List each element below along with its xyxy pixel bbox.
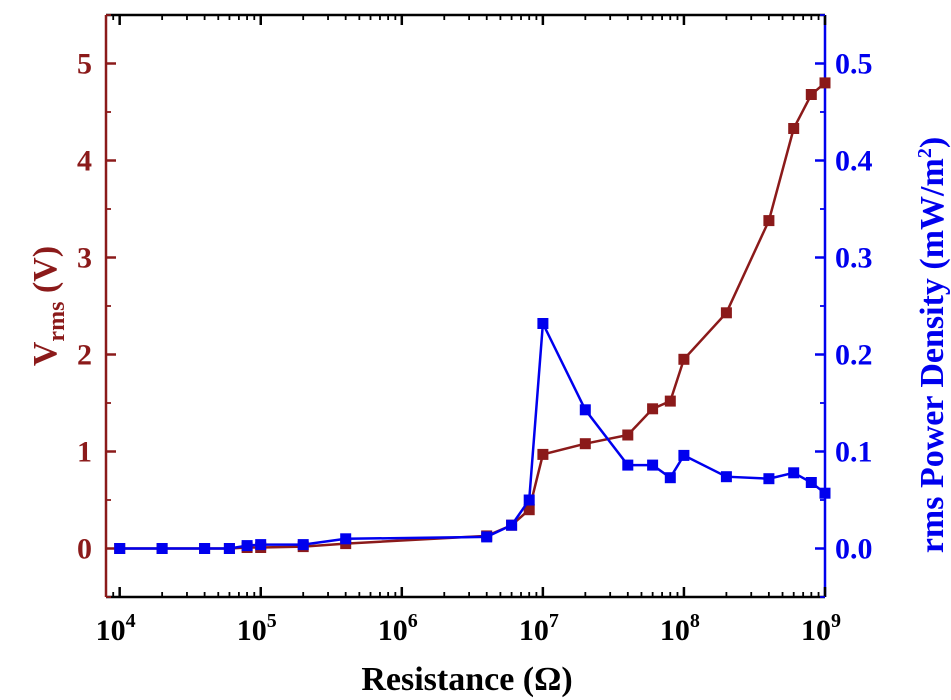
left-y-tick-label: 5: [77, 48, 92, 81]
series-left-marker: [819, 77, 831, 89]
series-right-marker: [579, 404, 591, 416]
series-right-marker: [622, 459, 634, 471]
series-left-marker: [523, 504, 535, 516]
series-left-marker: [720, 307, 732, 319]
right-y-tick-label: 0.2: [835, 339, 873, 372]
right-y-tick-label: 0.1: [835, 436, 873, 469]
left-y-axis-title: Vrms (V): [27, 246, 70, 366]
left-y-tick-label: 4: [77, 145, 92, 178]
x-tick-label: 105: [237, 610, 277, 647]
series-right-marker: [678, 449, 690, 461]
plot-area: 104 105 106 107 108 109 0 1 2 3 4 5 0.0 0.1 0.2 0.3 0.4 0…: [27, 13, 951, 698]
left-y-tick-label: 1: [77, 436, 92, 469]
series-right-marker: [647, 459, 659, 471]
right-y-axis-title: rms Power Density (mW/m2): [914, 137, 951, 553]
series-right-marker: [523, 494, 535, 506]
right-y-tick-label: 0.5: [835, 48, 873, 81]
series-right-marker: [241, 540, 253, 552]
series-left-marker: [537, 448, 549, 460]
series-right-marker: [114, 543, 126, 554]
right-y-tick-label: 0.3: [835, 242, 873, 275]
series-right-marker: [805, 477, 817, 488]
series-right-marker: [481, 531, 493, 543]
series-right-marker: [297, 539, 309, 551]
series-right-marker: [199, 543, 211, 554]
series-right-marker: [156, 543, 168, 554]
x-tick-label: 106: [378, 610, 418, 647]
x-axis-title: Resistance (Ω): [361, 661, 572, 698]
series-right-marker: [788, 467, 800, 479]
series-left-marker: [579, 438, 591, 450]
series-right-line: [119, 318, 826, 550]
x-tick-label: 104: [96, 610, 136, 647]
series-right-marker: [255, 539, 267, 551]
x-tick-label: 108: [660, 610, 700, 647]
right-y-tick-label: 0.0: [835, 533, 873, 566]
x-tick-label: 109: [801, 610, 841, 647]
series-right-marker: [340, 533, 352, 545]
series-left-marker: [805, 89, 817, 100]
series-left-marker: [678, 353, 690, 365]
series-right-marker: [537, 318, 549, 329]
x-tick-label: 107: [519, 610, 559, 647]
series-right-marker: [819, 487, 831, 499]
series-right-marker: [763, 473, 775, 485]
series-right-marker: [664, 472, 676, 484]
left-y-tick-label: 0: [77, 533, 92, 566]
series-left-marker: [622, 429, 634, 441]
series-left-line: [119, 81, 826, 550]
series-left-marker: [788, 123, 800, 134]
series-right-marker: [506, 519, 518, 531]
right-y-tick-label: 0.4: [835, 145, 873, 178]
series-right-marker: [720, 471, 732, 483]
series-left-marker: [647, 403, 659, 415]
left-y-tick-label: 2: [77, 339, 92, 372]
series-left-marker: [664, 395, 676, 407]
series-right-marker: [223, 543, 235, 554]
series-left-marker: [763, 215, 775, 227]
left-y-tick-label: 3: [77, 242, 92, 275]
